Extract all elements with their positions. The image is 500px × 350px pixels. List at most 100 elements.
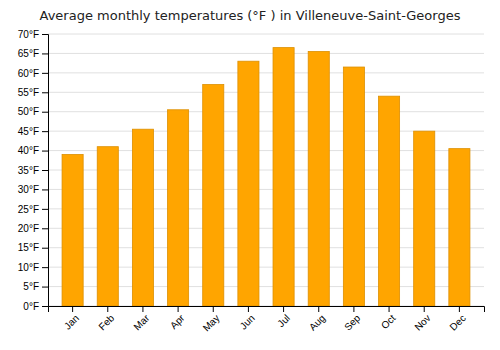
title: Average monthly temperatures (°F ) in Vi…	[40, 8, 461, 23]
bar	[308, 51, 329, 306]
x-tick-mark	[142, 306, 143, 312]
x-tick-mark	[318, 306, 319, 312]
x-tick: Jan	[62, 306, 81, 332]
y-tick-mark	[42, 92, 48, 93]
y-tick: 70°F	[18, 29, 48, 40]
x-tick: Jul	[275, 306, 292, 329]
y-tick: 25°F	[18, 204, 48, 215]
bar	[203, 85, 224, 306]
y-tick-mark	[42, 53, 48, 54]
y-tick: 5°F	[23, 281, 48, 292]
y-tick-mark	[42, 170, 48, 171]
y-tick: 40°F	[18, 145, 48, 156]
bar	[273, 48, 294, 306]
y-tick-mark	[42, 151, 48, 152]
bar	[132, 129, 153, 306]
y-tick: 15°F	[18, 242, 48, 253]
y-tick-label: 35°F	[18, 165, 39, 176]
x-axis: Jan Feb Mar Apr May Jun Jul Aug Sep Oct Nov Dec	[49, 306, 485, 334]
y-tick-mark	[42, 73, 48, 74]
y-tick-mark	[42, 306, 48, 307]
y-tick: 0°F	[23, 301, 48, 312]
y-tick-mark	[42, 287, 48, 288]
chart: Average monthly temperatures (°F ) in Vi…	[0, 0, 500, 350]
y-tick: 50°F	[18, 106, 48, 117]
x-tick-label: Oct	[379, 312, 398, 331]
x-tick-mark	[72, 306, 73, 312]
y-tick-label: 0°F	[23, 301, 39, 312]
y-tick-mark	[42, 112, 48, 113]
x-tick: Feb	[96, 306, 116, 332]
y-tick-label: 10°F	[18, 262, 39, 273]
x-tick-label: Jan	[62, 312, 81, 331]
y-tick-label: 60°F	[18, 68, 39, 79]
x-tick-label: May	[201, 312, 222, 333]
x-tick: May	[201, 306, 222, 334]
bar	[62, 154, 83, 306]
x-tick-mark	[389, 306, 390, 312]
y-tick: 10°F	[18, 262, 48, 273]
bars	[62, 48, 470, 306]
x-tick-mark	[283, 306, 284, 312]
bar	[343, 67, 364, 306]
x-tick-label: Dec	[448, 312, 468, 332]
y-tick-mark	[42, 209, 48, 210]
bar	[379, 96, 400, 306]
x-tick: Jun	[238, 306, 257, 332]
x-tick-label: Apr	[168, 312, 187, 331]
y-tick-mark	[42, 267, 48, 268]
x-tick: Dec	[448, 306, 468, 333]
x-tick-label: Sep	[342, 312, 363, 333]
plot: 0°F 5°F 10°F 15°F 20°F 25°F 30°F 35°F 40°F 45°F 50…	[18, 29, 485, 334]
x-tick-label: Aug	[307, 312, 327, 332]
y-tick-label: 50°F	[18, 106, 39, 117]
x-tick-label: Nov	[412, 312, 432, 332]
x-tick-mark	[424, 306, 425, 312]
y-tick: 65°F	[18, 48, 48, 59]
y-tick: 45°F	[18, 126, 48, 137]
bar	[238, 61, 259, 306]
x-tick-label: Feb	[96, 312, 116, 332]
y-tick: 35°F	[18, 165, 48, 176]
y-tick-label: 20°F	[18, 223, 39, 234]
y-axis: 0°F 5°F 10°F 15°F 20°F 25°F 30°F 35°F 40°F 45°F 50…	[18, 29, 49, 312]
grid-line	[48, 111, 484, 112]
x-tick: Mar	[131, 306, 151, 332]
y-tick-label: 70°F	[18, 29, 39, 40]
x-tick: Aug	[307, 306, 327, 333]
y-tick: 30°F	[18, 184, 48, 195]
bar	[168, 110, 189, 306]
y-axis-line	[42, 35, 49, 307]
y-tick-mark	[42, 131, 48, 132]
y-tick-label: 25°F	[18, 204, 39, 215]
y-tick-label: 65°F	[18, 48, 39, 59]
x-tick-label: Mar	[131, 312, 151, 332]
y-tick-label: 15°F	[18, 242, 39, 253]
y-tick-label: 40°F	[18, 145, 39, 156]
y-tick-mark	[42, 34, 48, 35]
x-tick-mark	[213, 306, 214, 312]
y-tick-mark	[42, 248, 48, 249]
grid-line	[48, 92, 484, 93]
x-axis-line	[49, 307, 485, 313]
y-tick: 20°F	[18, 223, 48, 234]
y-tick-label: 45°F	[18, 126, 39, 137]
bar	[97, 147, 118, 306]
x-tick-mark	[107, 306, 108, 312]
x-tick-mark	[459, 306, 460, 312]
grid-line	[48, 34, 484, 35]
grid	[48, 34, 484, 306]
bar	[414, 131, 435, 306]
x-tick-label: Jun	[238, 312, 257, 331]
x-tick-label: Jul	[275, 312, 292, 329]
x-tick-mark	[353, 306, 354, 312]
y-tick-mark	[42, 189, 48, 190]
y-tick-label: 30°F	[18, 184, 39, 195]
x-tick: Apr	[168, 306, 187, 331]
y-tick-label: 55°F	[18, 87, 39, 98]
grid-line	[48, 53, 484, 54]
y-tick-mark	[42, 228, 48, 229]
x-tick: Oct	[379, 306, 398, 331]
y-tick-label: 5°F	[23, 281, 39, 292]
grid-line	[48, 72, 484, 73]
